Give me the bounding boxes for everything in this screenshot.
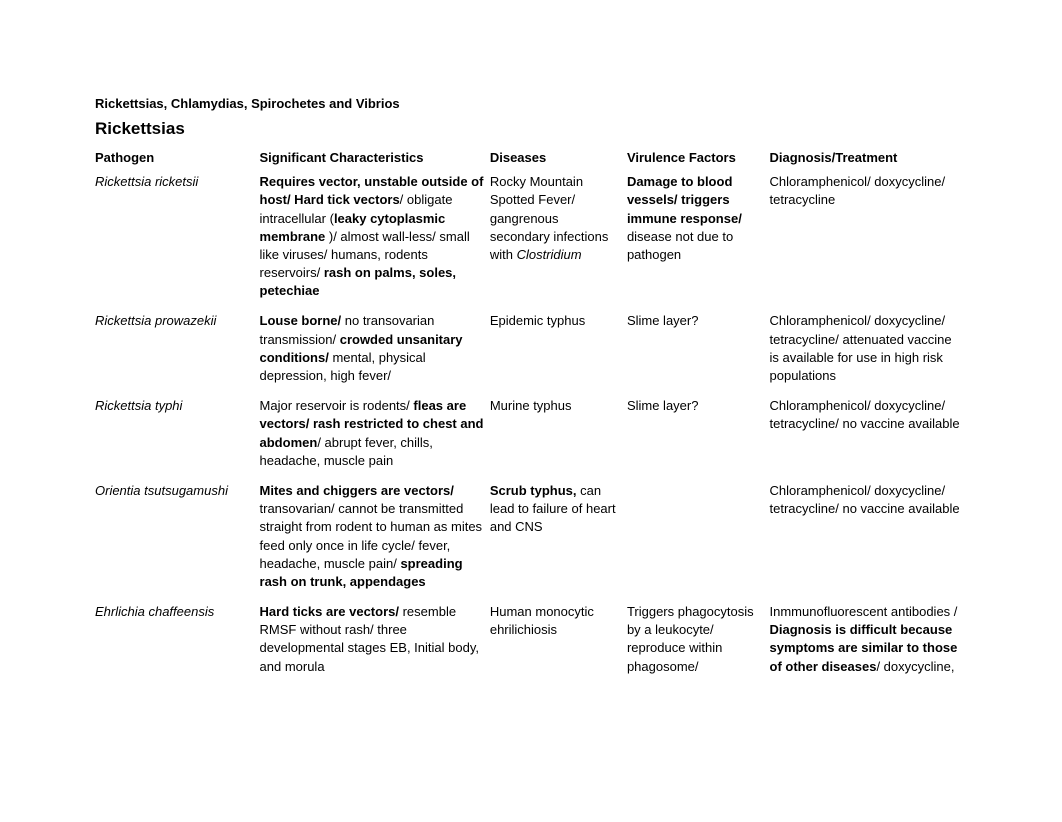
pathogen-name: Rickettsia ricketsii (95, 174, 198, 189)
cell-diseases: Human monocytic ehrilichiosis (490, 599, 627, 684)
cell-diagnosis: Chloramphenicol/ doxycycline/ tetracycli… (770, 308, 967, 393)
table-row: Rickettsia prowazekii Louse borne/ no tra… (95, 308, 967, 393)
text-segment: Triggers phagocytosis by a leukocyte/ re… (627, 604, 754, 674)
cell-diseases: Epidemic typhus (490, 308, 627, 393)
section-header: Rickettsias (95, 117, 967, 141)
table-row: Orientia tsutsugamushi Mites and chiggers… (95, 478, 967, 599)
header-pathogen: Pathogen (95, 147, 260, 169)
table-row: Rickettsia typhi Major reservoir is roden… (95, 393, 967, 478)
text-segment: disease not due to pathogen (627, 229, 733, 262)
text-segment: Slime layer? (627, 398, 699, 413)
cell-characteristics: Hard ticks are vectors/ resemble RMSF wi… (260, 599, 490, 684)
cell-characteristics: Requires vector, unstable outside of hos… (260, 169, 490, 308)
cell-characteristics: Mites and chiggers are vectors/ transova… (260, 478, 490, 599)
pathogen-table: Pathogen Significant Characteristics Dis… (95, 147, 967, 684)
cell-pathogen: Orientia tsutsugamushi (95, 478, 260, 599)
cell-diagnosis: Chloramphenicol/ doxycycline/ tetracycli… (770, 393, 967, 478)
cell-pathogen: Rickettsia typhi (95, 393, 260, 478)
table-row: Ehrlichia chaffeensis Hard ticks are vect… (95, 599, 967, 684)
text-segment: Epidemic typhus (490, 313, 585, 328)
text-segment: Louse borne/ (260, 313, 342, 328)
text-segment: Scrub typhus, (490, 483, 577, 498)
text-segment: Murine typhus (490, 398, 572, 413)
pathogen-name: Ehrlichia chaffeensis (95, 604, 214, 619)
cell-pathogen: Ehrlichia chaffeensis (95, 599, 260, 684)
cell-pathogen: Rickettsia ricketsii (95, 169, 260, 308)
text-segment: Inmmunofluorescent antibodies / (770, 604, 958, 619)
cell-diseases: Scrub typhus, can lead to failure of hea… (490, 478, 627, 599)
text-segment: / doxycycline, (876, 659, 954, 674)
text-segment: Slime layer? (627, 313, 699, 328)
pathogen-name: Rickettsia typhi (95, 398, 182, 413)
cell-characteristics: Louse borne/ no transovarian transmissio… (260, 308, 490, 393)
cell-diagnosis: Inmmunofluorescent antibodies / Diagnosi… (770, 599, 967, 684)
header-diagnosis: Diagnosis/Treatment (770, 147, 967, 169)
text-segment: Hard ticks are vectors/ (260, 604, 399, 619)
cell-characteristics: Major reservoir is rodents/ fleas are ve… (260, 393, 490, 478)
cell-diseases: Rocky Mountain Spotted Fever/ gangrenous… (490, 169, 627, 308)
table-header-row: Pathogen Significant Characteristics Dis… (95, 147, 967, 169)
cell-virulence: Slime layer? (627, 393, 770, 478)
text-segment: Clostridium (517, 247, 582, 262)
cell-diagnosis: Chloramphenicol/ doxycycline/ tetracycli… (770, 478, 967, 599)
cell-virulence (627, 478, 770, 599)
cell-virulence: Triggers phagocytosis by a leukocyte/ re… (627, 599, 770, 684)
header-virulence: Virulence Factors (627, 147, 770, 169)
page-title: Rickettsias, Chlamydias, Spirochetes and… (95, 95, 967, 113)
cell-diagnosis: Chloramphenicol/ doxycycline/ tetracycli… (770, 169, 967, 308)
header-characteristics: Significant Characteristics (260, 147, 490, 169)
cell-diseases: Murine typhus (490, 393, 627, 478)
text-segment: Damage to blood vessels/ triggers immune… (627, 174, 742, 225)
text-segment: Major reservoir is rodents/ (260, 398, 414, 413)
table-row: Rickettsia ricketsii Requires vector, uns… (95, 169, 967, 308)
pathogen-name: Rickettsia prowazekii (95, 313, 216, 328)
text-segment: Chloramphenicol/ doxycycline/ tetracycli… (770, 174, 946, 207)
pathogen-name: Orientia tsutsugamushi (95, 483, 228, 498)
text-segment: Chloramphenicol/ doxycycline/ tetracycli… (770, 313, 952, 383)
cell-virulence: Damage to blood vessels/ triggers immune… (627, 169, 770, 308)
text-segment: Mites and chiggers are vectors/ (260, 483, 454, 498)
text-segment: Human monocytic ehrilichiosis (490, 604, 594, 637)
text-segment: Chloramphenicol/ doxycycline/ tetracycli… (770, 398, 960, 431)
table-body: Rickettsia ricketsii Requires vector, uns… (95, 169, 967, 684)
cell-pathogen: Rickettsia prowazekii (95, 308, 260, 393)
header-diseases: Diseases (490, 147, 627, 169)
cell-virulence: Slime layer? (627, 308, 770, 393)
text-segment: Chloramphenicol/ doxycycline/ tetracycli… (770, 483, 960, 516)
